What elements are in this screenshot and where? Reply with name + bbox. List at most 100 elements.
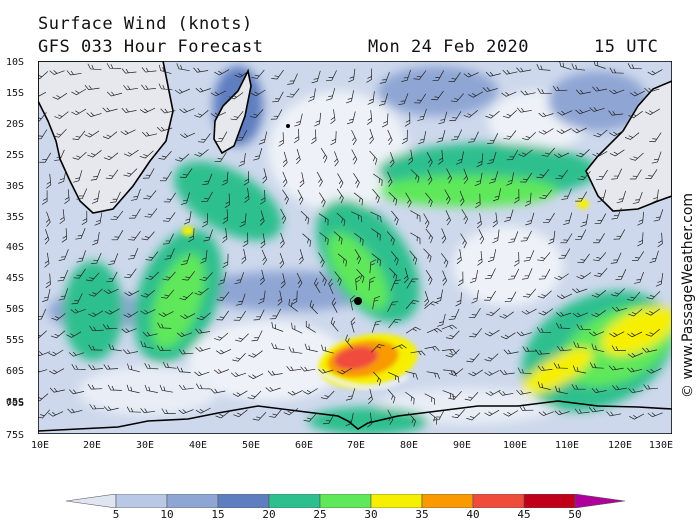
- wind-barb: [548, 230, 556, 245]
- wind-barb: [44, 252, 50, 268]
- wind-barb: [489, 171, 499, 184]
- wind-barb: [388, 371, 400, 383]
- wind-barb: [45, 211, 51, 227]
- wind-barb: [288, 299, 298, 312]
- wind-barb: [431, 90, 444, 101]
- wind-barb: [124, 290, 140, 297]
- wind-barb: [108, 253, 119, 266]
- wind-barb: [250, 89, 266, 97]
- wind-barb: [591, 290, 607, 298]
- wind-barb: [161, 408, 176, 414]
- forecast-label: GFS 033 Hour Forecast: [38, 37, 264, 57]
- wind-barb: [320, 390, 335, 400]
- wind-barb: [407, 149, 413, 165]
- wind-barb: [299, 172, 305, 188]
- wind-barb: [485, 71, 501, 77]
- wind-barb: [616, 190, 626, 204]
- wind-barb: [398, 93, 409, 106]
- copyright-notice: © www.PassageWeather.com: [680, 193, 696, 398]
- wind-barb: [424, 290, 429, 307]
- lat-label: 35S: [6, 212, 25, 223]
- wind-barb: [321, 344, 334, 354]
- wind-barb: [538, 112, 554, 118]
- wind-barb: [575, 191, 588, 202]
- wind-barb: [366, 110, 373, 125]
- wind-barb: [373, 371, 382, 386]
- wind-barb: [123, 149, 139, 157]
- wind-barb: [474, 172, 483, 187]
- wind-barb: [387, 129, 393, 146]
- wind-barb: [554, 410, 570, 416]
- colorbar-segment: [166, 494, 219, 508]
- wind-barb: [73, 170, 83, 183]
- lon-label: 100E: [502, 440, 528, 451]
- colorbar-segment: [217, 494, 270, 508]
- wind-barb: [123, 268, 137, 278]
- wind-barb: [371, 320, 382, 333]
- africa-land: [38, 61, 174, 214]
- wind-barb: [595, 169, 608, 180]
- wind-barb: [378, 93, 389, 106]
- wind-barb: [503, 130, 517, 140]
- wind-barb: [337, 367, 352, 375]
- wind-barb: [72, 130, 86, 140]
- wind-barb: [216, 348, 232, 355]
- wind-barb: [164, 248, 175, 260]
- wind-barb: [48, 411, 64, 417]
- wind-barb: [559, 61, 572, 70]
- wind-barb: [615, 269, 627, 281]
- wind-barb: [536, 326, 552, 333]
- wind-barb: [121, 328, 137, 333]
- wind-barb: [216, 291, 230, 301]
- wind-barb: [611, 288, 625, 297]
- wind-barb: [558, 248, 571, 259]
- wind-barb: [370, 344, 385, 353]
- wind-barb: [424, 346, 440, 352]
- wind-barb: [571, 127, 587, 134]
- wind-barb: [38, 409, 51, 419]
- wind-barb: [126, 406, 141, 413]
- wind-barb: [457, 271, 464, 286]
- wind-barb: [588, 331, 605, 337]
- wind-barb: [466, 412, 481, 421]
- wind-barb: [404, 112, 411, 127]
- wind-barb: [425, 270, 433, 285]
- wind-barb: [521, 268, 533, 280]
- lat-label: 50S: [6, 304, 25, 315]
- wind-barb: [286, 88, 300, 98]
- wind-barb: [178, 348, 194, 355]
- wind-barb: [71, 88, 87, 96]
- wind-barb: [302, 233, 312, 247]
- colorbar-label: 15: [211, 508, 225, 521]
- wind-barb: [314, 112, 322, 127]
- wind-barb: [608, 110, 624, 116]
- wind-barb: [222, 228, 228, 243]
- wind-barb: [611, 168, 623, 180]
- wind-barb: [203, 229, 213, 242]
- wind-barb: [381, 113, 389, 128]
- lon-label: 90E: [452, 440, 472, 451]
- wind-barb: [594, 213, 607, 224]
- wind-barb: [485, 110, 500, 119]
- wind-barb: [469, 328, 482, 338]
- wind-barb: [121, 68, 137, 74]
- wind-barb: [657, 232, 663, 248]
- wind-barb: [68, 389, 85, 395]
- wind-barb: [538, 268, 551, 280]
- lon-label: 60E: [294, 440, 314, 451]
- wind-barb: [183, 211, 192, 225]
- wind-barb: [90, 252, 102, 265]
- antarctica-coast: [38, 400, 672, 432]
- wind-barb: [262, 168, 268, 184]
- wind-barb: [103, 406, 119, 411]
- wind-barb: [475, 193, 481, 209]
- wind-barb: [304, 343, 318, 352]
- wind-barb: [553, 152, 570, 159]
- wind-barb: [504, 291, 517, 302]
- wind-barb: [632, 191, 643, 204]
- wind-barb: [309, 300, 318, 315]
- wind-barb: [577, 171, 591, 181]
- wind-barb: [66, 331, 82, 338]
- wind-barb: [379, 71, 390, 84]
- lon-label: 20E: [82, 440, 102, 451]
